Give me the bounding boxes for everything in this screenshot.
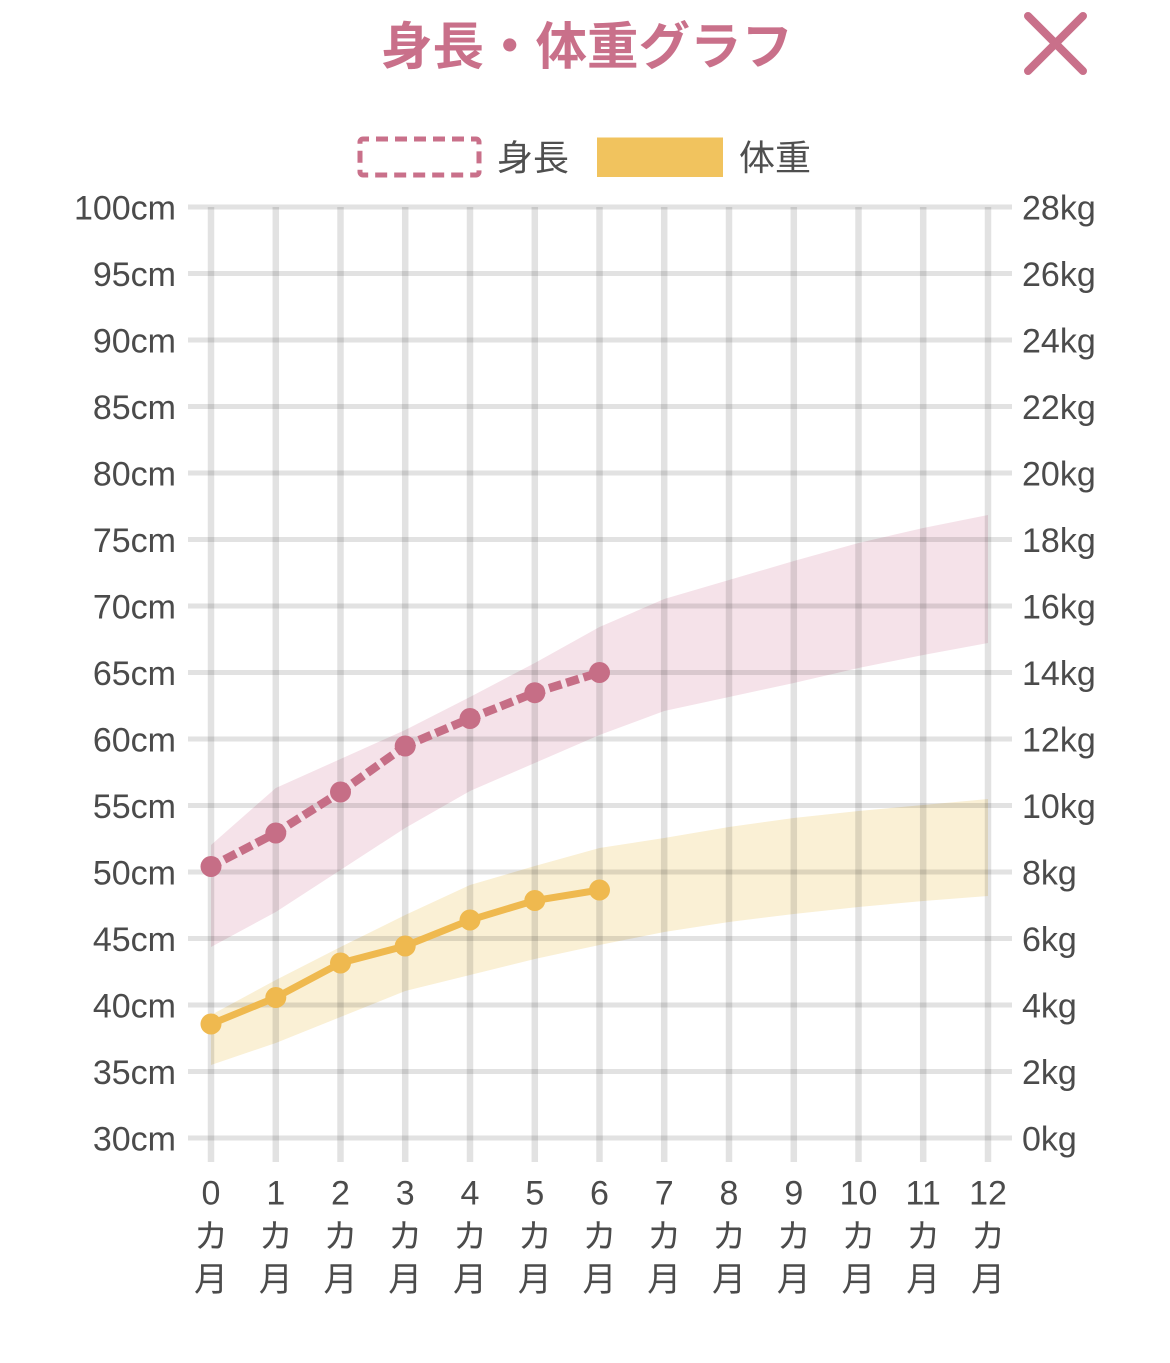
svg-text:8: 8 xyxy=(720,1175,739,1213)
svg-text:4: 4 xyxy=(461,1175,480,1213)
svg-text:6: 6 xyxy=(590,1175,609,1213)
svg-text:80cm: 80cm xyxy=(93,455,176,493)
svg-text:95cm: 95cm xyxy=(93,256,176,294)
svg-text:70cm: 70cm xyxy=(93,588,176,626)
svg-text:2: 2 xyxy=(331,1175,350,1213)
svg-text:4kg: 4kg xyxy=(1022,987,1077,1025)
svg-text:16kg: 16kg xyxy=(1022,588,1096,626)
svg-text:55cm: 55cm xyxy=(93,788,176,826)
svg-text:60cm: 60cm xyxy=(93,721,176,759)
svg-text:28kg: 28kg xyxy=(1022,189,1096,227)
svg-text:12kg: 12kg xyxy=(1022,721,1096,759)
svg-text:0kg: 0kg xyxy=(1022,1120,1077,1158)
svg-text:0: 0 xyxy=(202,1175,221,1213)
svg-text:18kg: 18kg xyxy=(1022,522,1096,560)
svg-text:6kg: 6kg xyxy=(1022,921,1077,959)
svg-text:3: 3 xyxy=(396,1175,415,1213)
svg-text:5: 5 xyxy=(525,1175,544,1213)
svg-text:24kg: 24kg xyxy=(1022,322,1096,360)
svg-text:30cm: 30cm xyxy=(93,1120,176,1158)
svg-text:35cm: 35cm xyxy=(93,1054,176,1092)
svg-text:45cm: 45cm xyxy=(93,921,176,959)
svg-text:50cm: 50cm xyxy=(93,854,176,892)
svg-text:85cm: 85cm xyxy=(93,389,176,427)
svg-text:10kg: 10kg xyxy=(1022,788,1096,826)
svg-text:10: 10 xyxy=(840,1175,878,1213)
svg-text:12: 12 xyxy=(969,1175,1007,1213)
svg-text:22kg: 22kg xyxy=(1022,389,1096,427)
svg-text:100cm: 100cm xyxy=(74,189,176,227)
svg-text:90cm: 90cm xyxy=(93,322,176,360)
svg-text:8kg: 8kg xyxy=(1022,854,1077,892)
svg-text:7: 7 xyxy=(655,1175,674,1213)
svg-text:14kg: 14kg xyxy=(1022,655,1096,693)
svg-text:1: 1 xyxy=(266,1175,285,1213)
svg-text:26kg: 26kg xyxy=(1022,256,1096,294)
svg-text:75cm: 75cm xyxy=(93,522,176,560)
svg-text:20kg: 20kg xyxy=(1022,455,1096,493)
svg-text:2kg: 2kg xyxy=(1022,1054,1077,1092)
svg-text:9: 9 xyxy=(784,1175,803,1213)
svg-text:65cm: 65cm xyxy=(93,655,176,693)
svg-text:11: 11 xyxy=(906,1175,941,1213)
svg-text:40cm: 40cm xyxy=(93,987,176,1025)
